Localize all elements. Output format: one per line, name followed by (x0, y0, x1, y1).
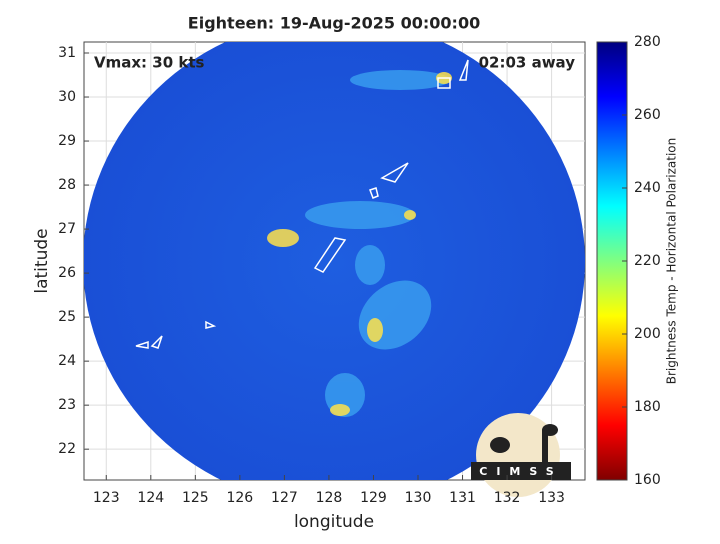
x-tick-label: 132 (494, 490, 521, 506)
x-tick-label: 124 (137, 490, 164, 506)
y-tick-label: 27 (58, 221, 76, 237)
y-tick-label: 23 (58, 397, 76, 413)
y-tick-label: 28 (58, 177, 76, 193)
colorbar-tick-label: 200 (634, 326, 661, 342)
x-tick-label: 123 (93, 490, 120, 506)
y-tick-label: 24 (58, 353, 76, 369)
chart-title: Eighteen: 19-Aug-2025 00:00:00 (188, 14, 480, 33)
annotation: Vmax: 30 kts (94, 54, 204, 72)
logo: CIMSS (471, 413, 571, 497)
x-tick-label: 128 (316, 490, 343, 506)
y-tick-label: 31 (58, 45, 76, 61)
colorbar-tick-label: 180 (634, 399, 661, 415)
cloud-features (305, 70, 450, 417)
x-tick-label: 130 (405, 490, 432, 506)
y-tick-label: 29 (58, 133, 76, 149)
x-tick-label: 125 (182, 490, 209, 506)
colorbar-tick-label: 160 (634, 472, 661, 488)
swath (84, 42, 585, 480)
y-tick-label: 26 (58, 265, 76, 281)
x-tick-label: 127 (271, 490, 298, 506)
y-tick-label: 30 (58, 89, 76, 105)
x-tick-label: 126 (226, 490, 253, 506)
colorbar-tick-label: 260 (634, 107, 661, 123)
coastlines (135, 59, 469, 349)
imagery (84, 42, 585, 480)
x-tick-label: 129 (360, 490, 387, 506)
colorbar-tick-label: 220 (634, 253, 661, 269)
colorbar-tick-label: 280 (634, 34, 661, 50)
logo-text: CIMSS (479, 465, 562, 478)
y-axis-label: latitude (32, 228, 52, 293)
colorbar-tick-label: 240 (634, 180, 661, 196)
x-tick-label: 131 (449, 490, 476, 506)
x-axis-label: longitude (294, 512, 374, 532)
warm-spots (267, 72, 452, 416)
y-tick-label: 25 (58, 309, 76, 325)
annotation: 02:03 away (479, 54, 576, 72)
y-tick-label: 22 (58, 441, 76, 457)
colorbar-label: Brightness Temp - Horizontal Polarizatio… (665, 138, 679, 385)
x-tick-label: 133 (538, 490, 565, 506)
